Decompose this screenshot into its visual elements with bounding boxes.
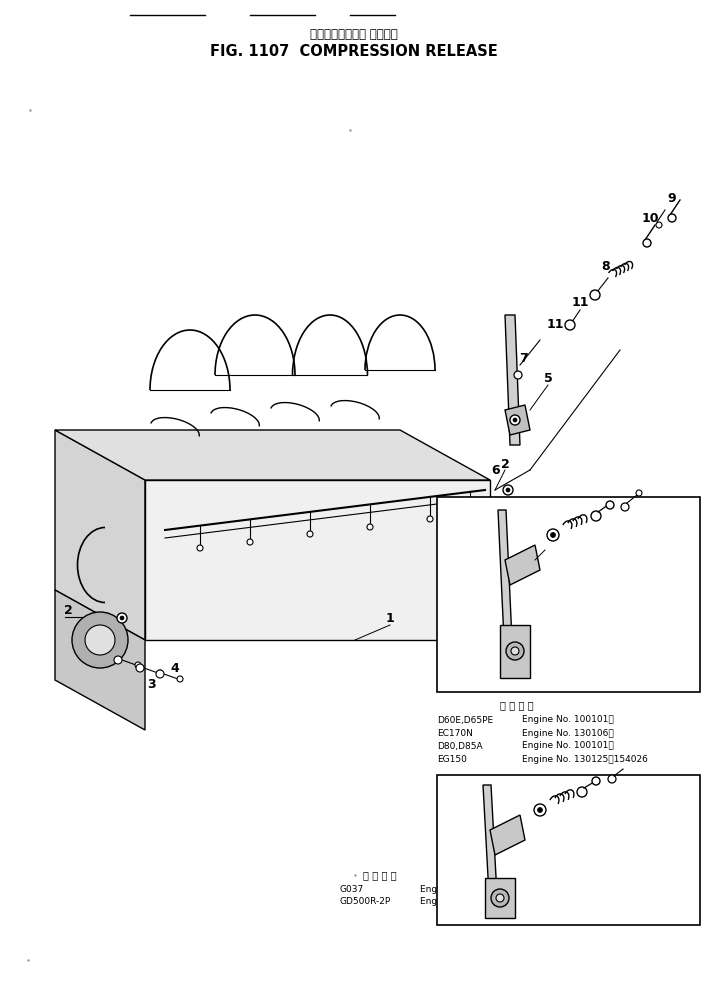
Text: Engine No. 100101～: Engine No. 100101～ [522,716,614,724]
Circle shape [177,676,183,682]
Text: 2: 2 [64,604,72,616]
Circle shape [114,656,122,664]
Text: Engine No. 100101～: Engine No. 100101～ [420,885,512,894]
Polygon shape [483,785,497,895]
Circle shape [491,889,509,907]
Polygon shape [498,510,512,640]
Text: 9: 9 [668,192,676,204]
Text: 4: 4 [171,662,179,674]
Text: 1: 1 [386,611,394,624]
Circle shape [156,670,164,678]
Text: Engine No. 130125～154026: Engine No. 130125～154026 [522,755,648,764]
Text: 適 用 号 機: 適 用 号 機 [500,700,534,710]
Text: 5: 5 [588,808,596,822]
Circle shape [591,511,601,521]
Circle shape [85,625,115,655]
Circle shape [157,670,163,676]
Circle shape [506,642,524,660]
Text: FIG. 1107  COMPRESSION RELEASE: FIG. 1107 COMPRESSION RELEASE [210,44,498,60]
Text: Engine No. 130106～: Engine No. 130106～ [522,728,614,737]
Circle shape [117,613,127,623]
Text: 7: 7 [520,352,528,365]
Text: 12: 12 [526,618,544,631]
Circle shape [510,415,520,425]
Bar [437,497,700,692]
Circle shape [496,894,504,902]
Text: G037: G037 [340,885,364,894]
Polygon shape [55,430,145,640]
Circle shape [247,539,253,545]
Polygon shape [490,815,525,855]
Text: 5: 5 [544,372,552,384]
Text: EC170N: EC170N [437,728,473,737]
Circle shape [565,320,575,330]
Circle shape [608,775,616,783]
Text: 6: 6 [491,464,501,477]
Circle shape [511,647,519,655]
Circle shape [590,290,600,300]
Circle shape [307,531,313,537]
Text: 11: 11 [571,296,589,309]
Circle shape [592,777,600,785]
Text: 10: 10 [641,211,658,224]
Circle shape [643,239,651,247]
Text: 3: 3 [148,678,156,691]
Circle shape [136,664,144,672]
Polygon shape [505,545,540,585]
Circle shape [514,371,522,379]
Polygon shape [55,590,145,730]
Circle shape [367,524,373,530]
Text: Engine No. 172956～: Engine No. 172956～ [420,897,512,906]
Text: D60E,D65PE: D60E,D65PE [437,716,493,724]
Circle shape [135,662,141,668]
Circle shape [621,503,629,511]
Text: 12: 12 [489,635,506,649]
Text: GD500R-2P: GD500R-2P [340,897,392,906]
Circle shape [551,533,556,538]
Polygon shape [55,430,490,480]
Circle shape [636,490,642,496]
Circle shape [467,511,473,517]
Circle shape [537,807,542,813]
Circle shape [577,787,587,797]
Circle shape [656,222,662,228]
Text: D80,D85A: D80,D85A [437,741,483,750]
Text: 12: 12 [478,881,496,894]
Polygon shape [145,480,490,640]
Text: 11: 11 [547,318,564,331]
Text: Engine No. 100101～: Engine No. 100101～ [522,741,614,750]
Text: EG150: EG150 [437,755,467,764]
Circle shape [513,418,517,422]
Circle shape [503,485,513,495]
Polygon shape [485,878,515,918]
Circle shape [427,516,433,522]
Circle shape [197,545,203,551]
Circle shape [547,529,559,541]
Text: コンプレッション リリーズ: コンプレッション リリーズ [310,29,398,41]
Polygon shape [505,315,520,445]
Text: 8: 8 [602,260,610,273]
Text: 5: 5 [607,558,617,571]
Text: 適 用 号 機: 適 用 号 機 [363,870,396,880]
Circle shape [72,612,128,668]
Bar [437,775,700,925]
Circle shape [606,501,614,509]
Polygon shape [505,405,530,435]
Circle shape [506,488,510,492]
Circle shape [668,214,676,222]
Circle shape [534,804,546,816]
Text: 2: 2 [501,457,509,471]
Circle shape [120,616,124,620]
Polygon shape [500,625,530,678]
